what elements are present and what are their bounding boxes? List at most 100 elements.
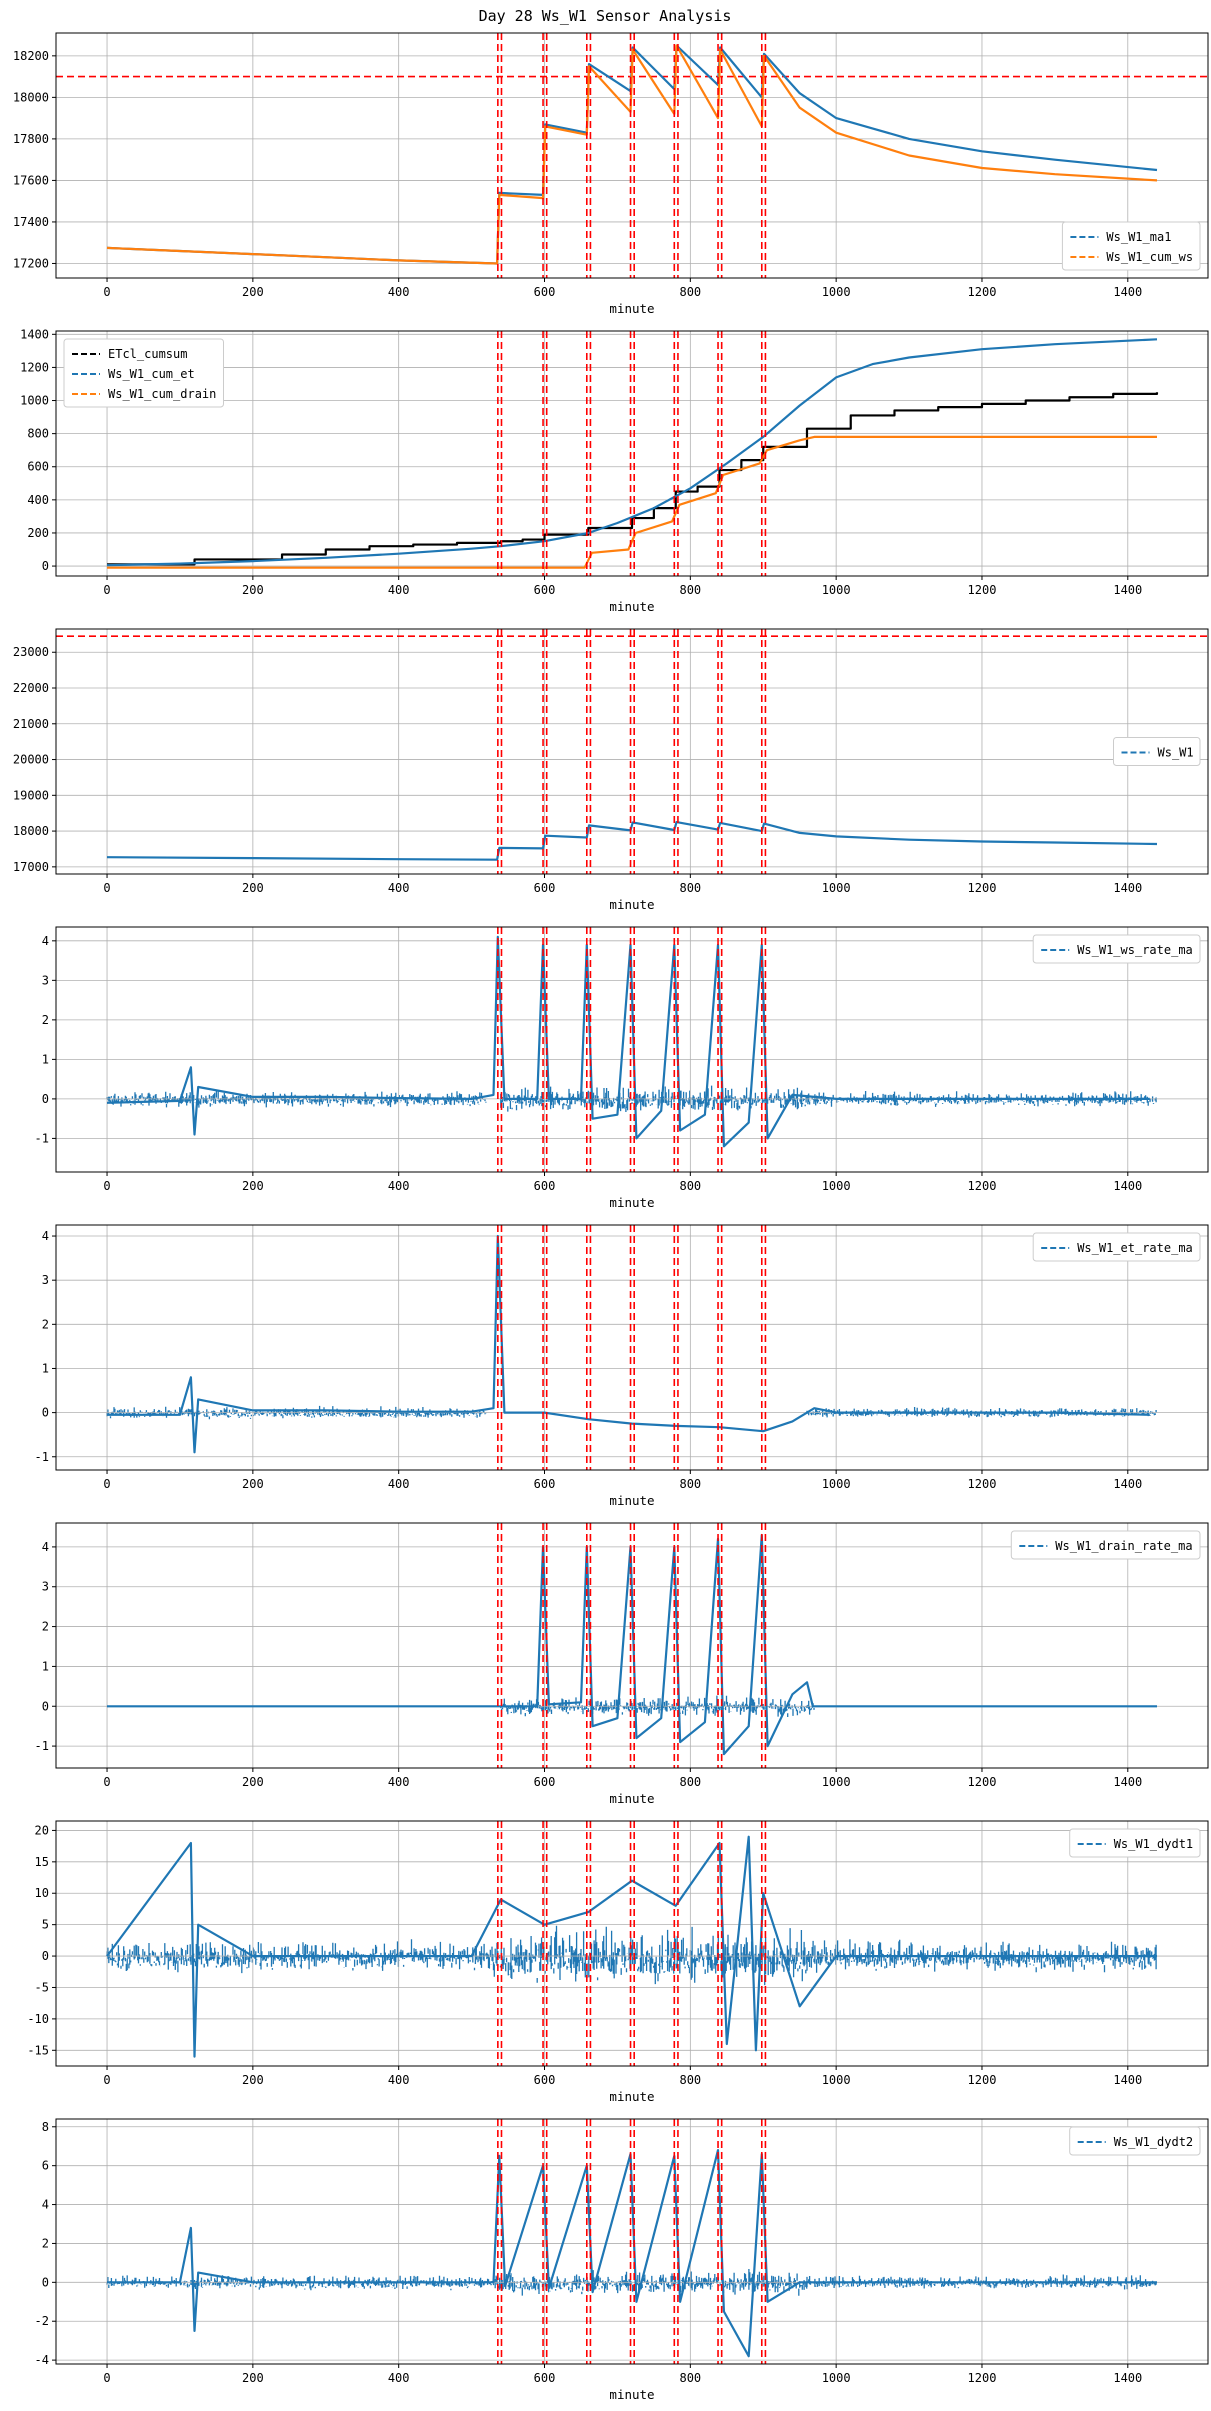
y-tick-label: 1 [42, 1052, 49, 1066]
series-line [107, 435, 1157, 569]
y-tick-label: 1200 [20, 360, 49, 374]
x-tick-label: 400 [388, 285, 410, 299]
y-tick-label: -1 [35, 1739, 49, 1753]
legend: Ws_W1_dydt1 [1069, 1828, 1201, 1858]
x-tick-label: 400 [388, 2371, 410, 2385]
x-tick-label: 0 [103, 1775, 110, 1789]
x-tick-label: 800 [679, 1477, 701, 1491]
x-tick-label: 0 [103, 2073, 110, 2087]
x-tick-label: 1000 [822, 285, 851, 299]
y-tick-label: 1 [42, 1361, 49, 1375]
y-tick-label: 4 [42, 2198, 49, 2212]
legend: Ws_W1_ws_rate_ma [1032, 934, 1201, 964]
y-tick-label: -1 [35, 1450, 49, 1464]
y-tick-label: 4 [42, 934, 49, 948]
series-line [107, 2149, 1157, 2358]
y-tick-label: 3 [42, 973, 49, 987]
x-tick-label: 800 [679, 1775, 701, 1789]
legend-label: Ws_W1_et_rate_ma [1077, 1241, 1193, 1255]
x-tick-label: 600 [534, 285, 556, 299]
y-tick-label: 0 [42, 2275, 49, 2289]
panel-cumsum: 0 200 400 600 800 1000 1200 1400 0 200 400 600 800 10… [20, 327, 1209, 614]
y-tick-label: -1 [35, 1131, 49, 1145]
x-tick-label: 600 [534, 881, 556, 895]
y-tick-label: 17800 [13, 132, 49, 146]
panel-ma1: 0 200 400 600 800 1000 1200 1400 17200 17400 17600… [13, 32, 1209, 316]
x-tick-label: 1000 [822, 1179, 851, 1193]
y-tick-label: 2 [42, 2236, 49, 2250]
y-tick-label: 1400 [20, 327, 49, 341]
legend: Ws_W1_ma1 Ws_W1_cum_ws [1061, 221, 1201, 271]
x-tick-label: 1400 [1113, 583, 1142, 597]
y-tick-label: 3 [42, 1580, 49, 1594]
legend-label: Ws_W1_dydt2 [1114, 2135, 1193, 2149]
legend-label: Ws_W1_cum_drain [108, 387, 216, 401]
x-tick-label: 0 [103, 1179, 110, 1193]
x-tick-label: 1000 [822, 1775, 851, 1789]
x-tick-label: 1000 [822, 583, 851, 597]
x-tick-label: 600 [534, 1179, 556, 1193]
x-tick-label: 400 [388, 1775, 410, 1789]
x-tick-label: 400 [388, 881, 410, 895]
legend: ETcl_cumsum Ws_W1_cum_et Ws_W1_cum_drain [63, 338, 224, 408]
x-axis-label: minute [609, 897, 654, 912]
x-tick-label: 800 [679, 881, 701, 895]
x-tick-label: 200 [242, 881, 264, 895]
y-tick-label: 3 [42, 1273, 49, 1287]
y-tick-label: 6 [42, 2159, 49, 2173]
x-tick-label: 400 [388, 2073, 410, 2087]
x-axis-label: minute [609, 1493, 654, 1508]
x-tick-label: 200 [242, 1775, 264, 1789]
y-tick-label: 2 [42, 1317, 49, 1331]
x-tick-label: 1400 [1113, 881, 1142, 895]
panel-dydt2: 0 200 400 600 800 1000 1200 1400 -4 -2 0 2 4 6 8 minut… [35, 2118, 1209, 2402]
x-tick-label: 1200 [968, 1477, 997, 1491]
x-tick-label: 1400 [1113, 1775, 1142, 1789]
y-tick-label: 0 [42, 1699, 49, 1713]
x-tick-label: 800 [679, 2371, 701, 2385]
legend-label: ETcl_cumsum [108, 347, 187, 361]
x-tick-label: 0 [103, 1477, 110, 1491]
x-tick-label: 1400 [1113, 285, 1142, 299]
series-line [107, 1234, 1150, 1454]
x-tick-label: 800 [679, 285, 701, 299]
y-tick-label: 15 [35, 1855, 49, 1869]
x-tick-label: 1400 [1113, 2371, 1142, 2385]
x-tick-label: 200 [242, 2371, 264, 2385]
x-tick-label: 0 [103, 2371, 110, 2385]
series-line [107, 392, 1159, 566]
x-tick-label: 800 [679, 1179, 701, 1193]
x-tick-label: 1000 [822, 881, 851, 895]
y-tick-label: 5 [42, 1918, 49, 1932]
legend-label: Ws_W1_cum_et [108, 367, 195, 381]
x-tick-label: 1200 [968, 1179, 997, 1193]
series-line [106, 1835, 1157, 2058]
y-tick-label: 0 [42, 1406, 49, 1420]
y-tick-label: -5 [35, 1980, 49, 1994]
y-tick-label: 2 [42, 1013, 49, 1027]
x-tick-label: 600 [534, 583, 556, 597]
series-line [106, 44, 1158, 265]
legend: Ws_W1_et_rate_ma [1032, 1232, 1201, 1262]
x-tick-label: 1400 [1113, 1477, 1142, 1491]
x-tick-label: 1400 [1113, 1179, 1142, 1193]
y-tick-label: 4 [42, 1540, 49, 1554]
y-tick-label: 18200 [13, 49, 49, 63]
x-tick-label: 1400 [1113, 2073, 1142, 2087]
y-tick-label: 17600 [13, 173, 49, 187]
x-tick-label: 200 [242, 285, 264, 299]
x-tick-label: 0 [103, 881, 110, 895]
x-tick-label: 1200 [968, 881, 997, 895]
y-tick-label: 200 [27, 526, 49, 540]
x-tick-label: 0 [103, 285, 110, 299]
legend-label: Ws_W1_ma1 [1106, 230, 1171, 244]
y-tick-label: 10 [35, 1886, 49, 1900]
x-axis-label: minute [609, 599, 654, 614]
x-tick-label: 400 [388, 1477, 410, 1491]
legend: Ws_W1_drain_rate_ma [1010, 1530, 1201, 1560]
legend-label: Ws_W1_cum_ws [1106, 250, 1193, 264]
